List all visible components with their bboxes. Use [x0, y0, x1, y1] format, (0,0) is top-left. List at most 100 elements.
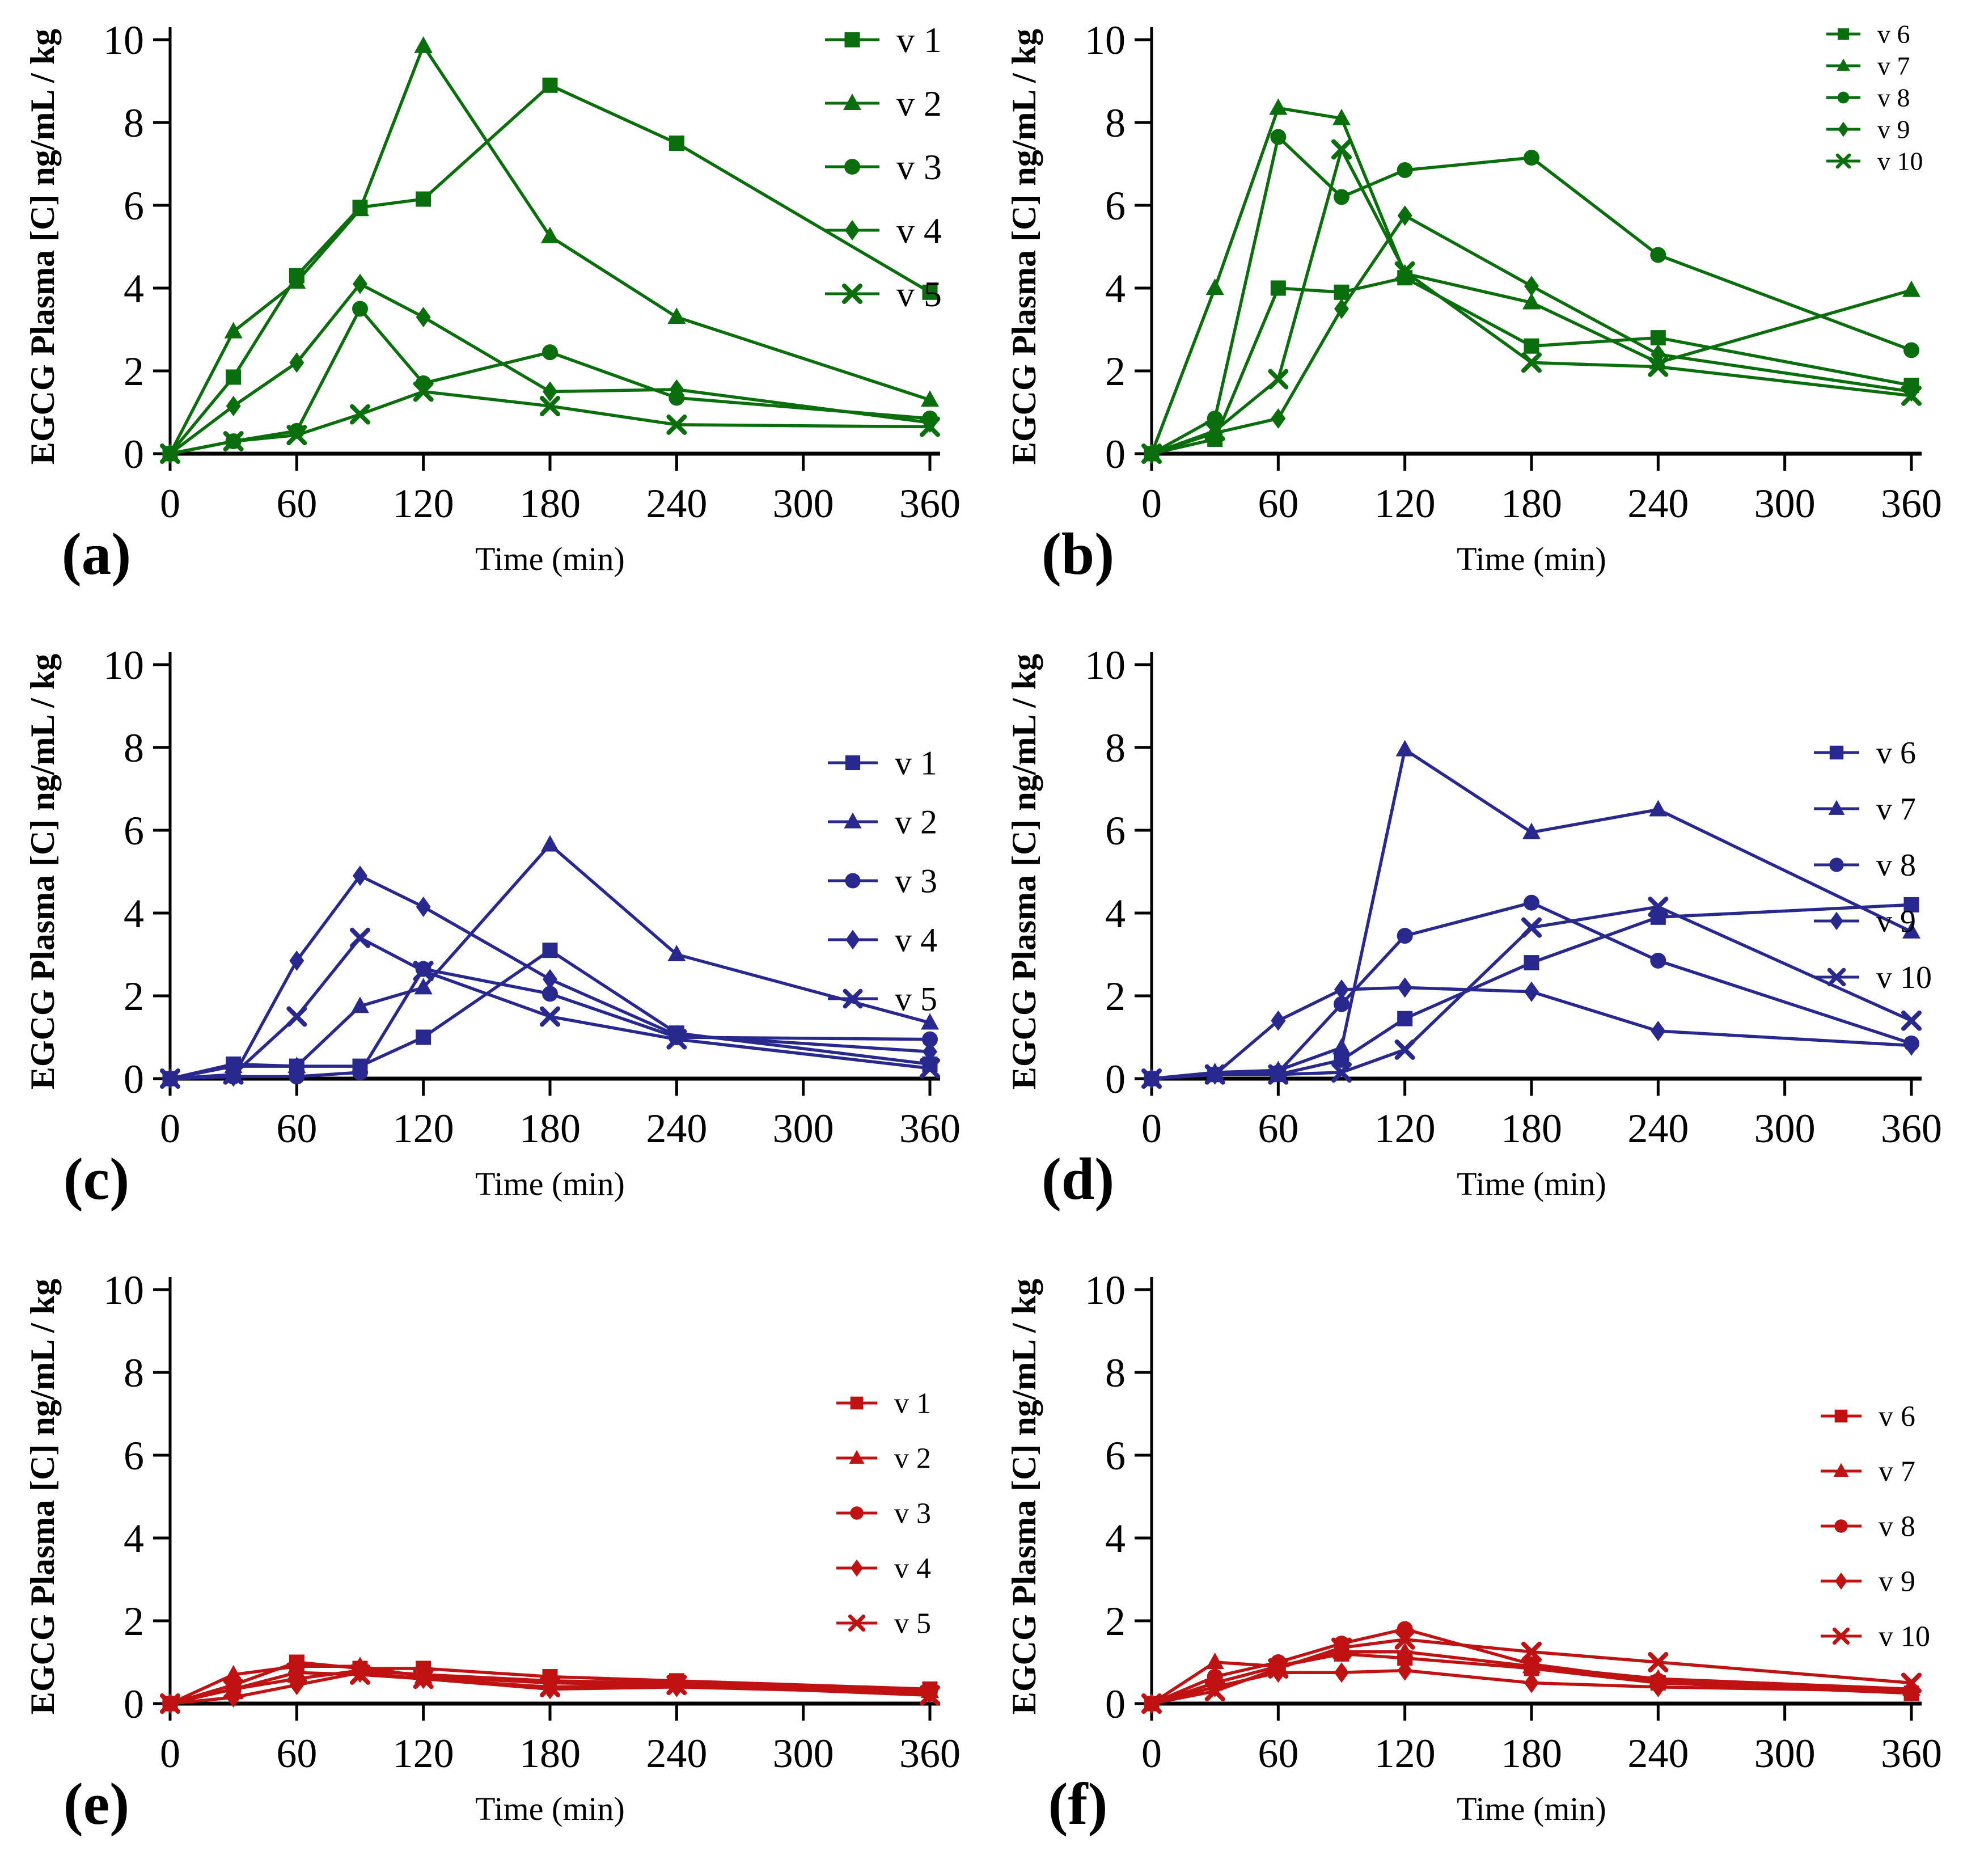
y-tick-label: 10 [1085, 643, 1126, 688]
panel-letter-f: (f) [1048, 1771, 1108, 1837]
series-line-v3 [168, 307, 932, 455]
series-line-v8 [1150, 135, 1913, 455]
legend-label: v 4 [895, 921, 937, 958]
y-tick-label: 8 [1105, 1350, 1126, 1396]
legend-square-icon [1837, 28, 1850, 40]
square-marker-v1 [922, 284, 938, 300]
legend-item-v5: v 5 [836, 1608, 931, 1640]
legend-item-v1: v 1 [828, 744, 937, 781]
diamond-marker-v9 [1524, 276, 1539, 297]
x-tick-label: 360 [1881, 481, 1942, 526]
legend-diamond-icon [845, 220, 860, 240]
triangle-marker-v2 [414, 978, 433, 995]
legend-circle-icon [1837, 91, 1850, 104]
legend-item-v1: v 1 [825, 20, 942, 60]
x-axis-label-f: Time (min) [1457, 1790, 1606, 1827]
x-marker-v10 [1141, 1068, 1162, 1089]
square-marker-v1 [416, 1029, 431, 1045]
triangle-marker-v7 [1522, 293, 1541, 310]
x-marker-v5 [286, 1006, 307, 1027]
legend-item-v1: v 1 [836, 1388, 931, 1420]
panel-letter-a: (a) [62, 521, 131, 587]
diamond-marker-v9 [1904, 1035, 1919, 1056]
legend-item-v8: v 8 [1821, 1511, 1915, 1543]
x-marker-v5 [350, 404, 370, 425]
legend-item-v2: v 2 [836, 1443, 931, 1475]
x-marker-v10 [1521, 1641, 1542, 1662]
diamond-marker-v4 [353, 273, 367, 294]
legend-item-v5: v 5 [828, 980, 937, 1017]
triangle-marker-v2 [667, 307, 686, 324]
x-tick-label: 0 [1141, 1731, 1162, 1776]
diamond-marker-v9 [1334, 979, 1349, 1000]
legend-x-icon [848, 1614, 866, 1632]
x-tick-label: 180 [519, 1106, 581, 1151]
legend-label: v 6 [1877, 20, 1910, 49]
x-tick-label: 60 [276, 1106, 317, 1151]
legend-label: v 2 [895, 803, 937, 840]
series-line-v1 [168, 1660, 932, 1705]
legend-label: v 7 [1877, 52, 1910, 81]
legend-item-v6: v 6 [1821, 1401, 1915, 1433]
legend-diamond-icon [1830, 911, 1843, 931]
legend-label: v 10 [1876, 960, 1932, 995]
x-marker-v10 [1268, 1064, 1289, 1085]
x-tick-label: 360 [1881, 1731, 1942, 1776]
diamond-marker-v4 [669, 379, 684, 400]
legend-triangle-icon [844, 812, 862, 829]
x-tick-label: 300 [1754, 481, 1816, 526]
y-tick-label: 6 [1105, 808, 1126, 854]
x-marker-v10 [1141, 1693, 1162, 1714]
y-tick-label: 2 [124, 1599, 144, 1644]
x-tick-label: 120 [1374, 481, 1436, 526]
x-marker-v5 [413, 1668, 434, 1689]
diamond-marker-v9 [1397, 977, 1412, 998]
x-tick-label: 0 [160, 1731, 180, 1776]
legend-label: v 9 [1879, 1566, 1915, 1598]
diamond-marker-v4 [923, 1041, 937, 1062]
y-tick-label: 0 [124, 432, 144, 477]
series-line-v5 [168, 1671, 932, 1705]
x-marker-v10 [1901, 1010, 1922, 1031]
legend-label: v 2 [896, 83, 942, 124]
x-tick-label: 60 [276, 481, 317, 526]
triangle-marker-v7 [1902, 280, 1920, 297]
square-marker-v1 [669, 136, 684, 151]
legend-label: v 4 [894, 1553, 931, 1585]
x-tick-label: 60 [1258, 1731, 1298, 1776]
triangle-marker-v2 [224, 322, 243, 339]
panel-a: 0 60 120 180 240 300 360 0 2 4 6 8 10 v 1 v 2 v 3 v 4 v 5… [0, 0, 982, 625]
legend-label: v 2 [894, 1443, 931, 1475]
y-tick-label: 10 [1085, 18, 1126, 63]
series-line-v10 [1150, 147, 1913, 455]
x-tick-label: 0 [160, 481, 180, 526]
y-tick-label: 2 [1105, 1599, 1126, 1644]
square-marker-v6 [1524, 338, 1539, 354]
x-tick-label: 60 [1258, 481, 1298, 526]
x-tick-label: 360 [899, 1106, 961, 1151]
circle-marker-v8 [1524, 150, 1539, 166]
x-marker-v10 [1204, 420, 1225, 441]
legend-label: v 8 [1879, 1511, 1915, 1543]
legend-label: v 8 [1876, 848, 1916, 883]
legend-circle-icon [845, 873, 861, 889]
triangle-marker-v2 [541, 835, 559, 852]
diamond-marker-v9 [1524, 981, 1539, 1002]
x-axis-label-c: Time (min) [475, 1165, 625, 1202]
circle-marker-v8 [1650, 247, 1666, 263]
circle-marker-v8 [1903, 342, 1919, 358]
legend-label: v 10 [1877, 147, 1923, 176]
legend-label: v 5 [896, 274, 942, 314]
legend-x-icon [1827, 967, 1846, 987]
circle-marker-v8 [1207, 1668, 1223, 1685]
y-tick-label: 8 [124, 725, 144, 771]
y-tick-label: 2 [1105, 349, 1126, 394]
y-tick-label: 6 [124, 183, 144, 229]
y-tick-label: 4 [1105, 891, 1126, 936]
y-tick-label: 10 [103, 1267, 144, 1313]
y-tick-label: 10 [103, 643, 144, 688]
legend-item-v9: v 9 [1826, 115, 1910, 144]
y-tick-label: 8 [1105, 725, 1126, 771]
square-marker-v6 [1524, 955, 1539, 971]
circle-marker-v8 [1397, 162, 1413, 178]
